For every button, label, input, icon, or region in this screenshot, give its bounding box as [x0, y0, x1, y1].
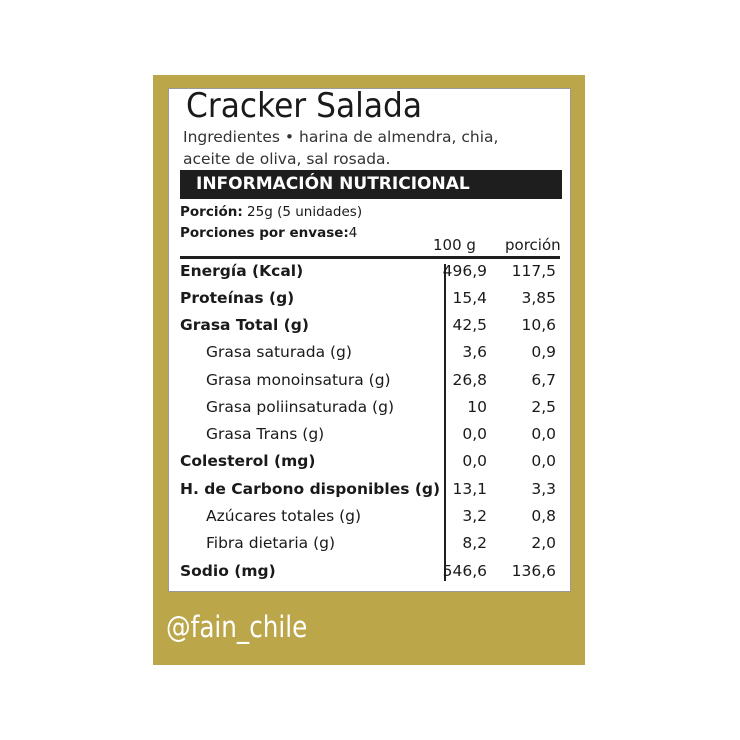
nutrition-row: Grasa saturada (g) 3,6 0,9 [180, 339, 560, 366]
nutrition-row: Sodio (mg) 546,6 136,6 [180, 558, 560, 585]
portion-info: Porción: 25g (5 unidades) [180, 204, 362, 220]
value-per-100g: 0,0 [462, 452, 487, 470]
value-per-100g: 26,8 [452, 371, 487, 389]
value-per-100g: 15,4 [452, 289, 487, 307]
value-per-100g: 3,6 [462, 343, 487, 361]
nutrition-row: Proteínas (g) 15,4 3,85 [180, 285, 560, 312]
portion-value: 25g (5 unidades) [242, 204, 363, 220]
value-per-portion: 2,5 [531, 398, 556, 416]
value-per-100g: 8,2 [462, 534, 487, 552]
nutrition-row: Grasa Trans (g) 0,0 0,0 [180, 421, 560, 448]
value-per-portion: 0,0 [531, 452, 556, 470]
portion-label: Porción: [180, 204, 243, 220]
value-per-100g: 0,0 [462, 425, 487, 443]
product-title: Cracker Salada [186, 86, 423, 126]
nutrient-label: Grasa monoinsatura (g) [206, 371, 391, 389]
value-per-100g: 496,9 [442, 262, 487, 280]
nutrition-row: Fibra dietaria (g) 8,2 2,0 [180, 530, 560, 557]
value-per-portion: 0,0 [531, 425, 556, 443]
value-per-100g: 3,2 [462, 507, 487, 525]
nutrient-label: Azúcares totales (g) [206, 507, 362, 525]
nutrition-row: Azúcares totales (g) 3,2 0,8 [180, 503, 560, 530]
nutrient-label: Colesterol (mg) [180, 452, 316, 470]
nutrition-row: Grasa Total (g) 42,5 10,6 [180, 312, 560, 339]
column-header-portion: porción [505, 236, 561, 254]
value-per-portion: 136,6 [511, 562, 556, 580]
ingredients-line-1: Ingredientes • harina de almendra, chia, [183, 128, 499, 146]
nutrient-label: H. de Carbono disponibles (g) [180, 480, 441, 498]
value-per-portion: 2,0 [531, 534, 556, 552]
nutrition-row: Energía (Kcal) 496,9 117,5 [180, 258, 560, 285]
servings-label: Porciones por envase: [180, 225, 349, 241]
value-per-portion: 117,5 [511, 262, 556, 280]
servings-value: 4 [348, 225, 358, 241]
value-per-portion: 10,6 [521, 316, 556, 334]
nutrition-heading: INFORMACIÓN NUTRICIONAL [180, 170, 562, 199]
nutrition-row: Grasa monoinsatura (g) 26,8 6,7 [180, 367, 560, 394]
nutrition-row: Grasa poliinsaturada (g) 10 2,5 [180, 394, 560, 421]
nutrition-row: Colesterol (mg) 0,0 0,0 [180, 448, 560, 475]
value-per-100g: 546,6 [442, 562, 487, 580]
value-per-100g: 10 [467, 398, 487, 416]
value-per-portion: 3,3 [531, 480, 556, 498]
social-handle: @fain_chile [166, 610, 308, 644]
value-per-portion: 0,9 [531, 343, 556, 361]
nutrient-label: Fibra dietaria (g) [206, 534, 336, 552]
nutrient-label: Sodio (mg) [180, 562, 276, 580]
header-rule [180, 256, 560, 259]
nutrient-label: Grasa Total (g) [180, 316, 309, 334]
ingredients-line-2: aceite de oliva, sal rosada. [183, 150, 391, 168]
column-header-100g: 100 g [433, 236, 476, 254]
nutrition-row: H. de Carbono disponibles (g) 13,1 3,3 [180, 476, 560, 503]
value-per-portion: 6,7 [531, 371, 556, 389]
nutrient-label: Energía (Kcal) [180, 262, 304, 280]
value-per-100g: 42,5 [452, 316, 487, 334]
value-per-portion: 3,85 [521, 289, 556, 307]
nutrient-label: Grasa poliinsaturada (g) [206, 398, 394, 416]
nutrient-label: Proteínas (g) [180, 289, 295, 307]
value-per-portion: 0,8 [531, 507, 556, 525]
nutrient-label: Grasa saturada (g) [206, 343, 352, 361]
column-divider [444, 264, 446, 581]
nutrient-label: Grasa Trans (g) [206, 425, 325, 443]
servings-info: Porciones por envase:4 [180, 225, 357, 241]
value-per-100g: 13,1 [452, 480, 487, 498]
